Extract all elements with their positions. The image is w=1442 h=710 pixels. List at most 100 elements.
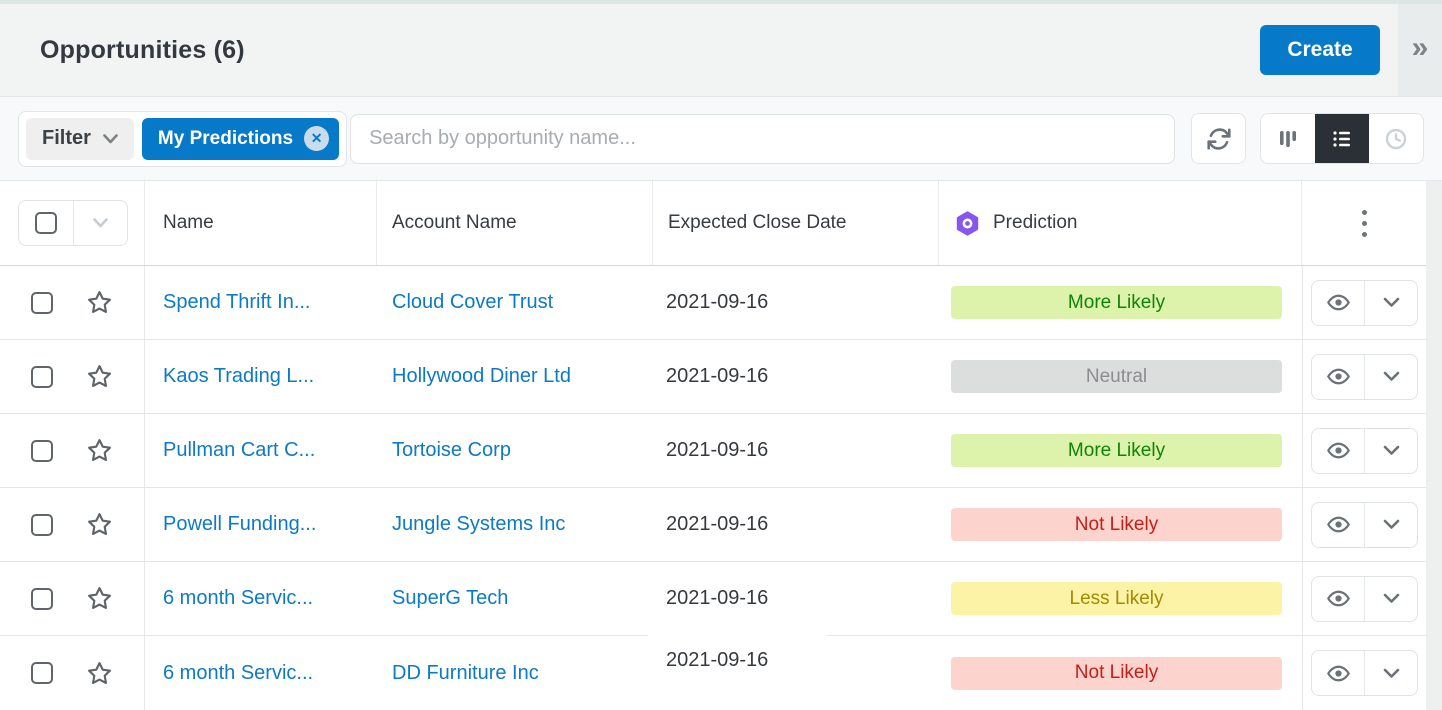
row-checkbox[interactable] xyxy=(31,291,53,314)
opportunity-name-link[interactable]: 6 month Servic... xyxy=(163,661,314,684)
row-checkbox[interactable] xyxy=(31,513,53,536)
prediction-badge: More Likely xyxy=(951,434,1282,467)
prediction-cell: Neutral xyxy=(939,360,1302,393)
account-name-link[interactable]: Cloud Cover Trust xyxy=(392,291,554,313)
opportunity-name-link[interactable]: 6 month Servic... xyxy=(163,587,314,609)
table-header-row: Name Account Name Expected Close Date Pr… xyxy=(0,181,1426,266)
opportunity-name-cell: 6 month Servic... xyxy=(145,662,377,685)
table-row: Kaos Trading L... Hollywood Diner Ltd 20… xyxy=(0,340,1426,414)
column-header-expected-close-date[interactable]: Expected Close Date xyxy=(653,181,939,265)
account-name-cell: Cloud Cover Trust xyxy=(377,291,653,314)
list-view-icon xyxy=(1333,130,1350,147)
close-date-value: 2021-09-16 xyxy=(666,513,769,535)
eye-icon xyxy=(1326,294,1350,311)
row-actions-cell xyxy=(1302,636,1426,710)
close-date-box: 2021-09-16 xyxy=(666,439,768,462)
star-icon[interactable] xyxy=(86,437,113,464)
close-date-value: 2021-09-16 xyxy=(666,365,769,387)
close-date-box: 2021-09-16 xyxy=(666,291,768,314)
row-dropdown-button[interactable] xyxy=(1365,429,1417,473)
select-all-cell xyxy=(0,181,145,265)
star-icon[interactable] xyxy=(86,511,113,538)
eye-icon xyxy=(1326,665,1350,681)
account-name-link[interactable]: Hollywood Diner Ltd xyxy=(392,365,571,387)
eye-icon xyxy=(1326,516,1350,533)
top-accent-strip xyxy=(0,0,1442,4)
preview-button[interactable] xyxy=(1312,651,1365,695)
prediction-cell: More Likely xyxy=(939,286,1302,319)
table-body: Spend Thrift In... Cloud Cover Trust 202… xyxy=(0,266,1426,710)
row-select-cell xyxy=(0,266,145,339)
opportunity-name-link[interactable]: Pullman Cart C... xyxy=(163,439,316,461)
column-header-prediction[interactable]: Prediction xyxy=(939,181,1302,265)
preview-button[interactable] xyxy=(1312,428,1365,473)
account-name-link[interactable]: SuperG Tech xyxy=(392,587,509,609)
close-date-cell: 2021-09-16 xyxy=(653,488,939,561)
account-name-cell: Tortoise Corp xyxy=(377,439,653,462)
account-name-link[interactable]: DD Furniture Inc xyxy=(392,661,539,684)
row-checkbox[interactable] xyxy=(31,439,53,462)
account-name-link[interactable]: Jungle Systems Inc xyxy=(392,513,566,535)
eye-icon xyxy=(1326,368,1350,385)
row-checkbox[interactable] xyxy=(31,662,53,684)
star-icon[interactable] xyxy=(86,289,113,316)
row-checkbox[interactable] xyxy=(31,365,53,388)
close-date-value: 2021-09-16 xyxy=(666,648,769,671)
account-name-link[interactable]: Tortoise Corp xyxy=(392,439,511,461)
row-action-group xyxy=(1311,501,1418,548)
row-dropdown-button[interactable] xyxy=(1365,281,1417,325)
account-name-cell: SuperG Tech xyxy=(377,587,653,610)
pipeline-view-button[interactable] xyxy=(1261,114,1315,163)
row-dropdown-button[interactable] xyxy=(1365,651,1417,695)
column-settings-icon[interactable] xyxy=(1356,204,1373,243)
opportunities-table: Name Account Name Expected Close Date Pr… xyxy=(0,181,1426,710)
row-actions-cell xyxy=(1302,414,1426,487)
close-date-value: 2021-09-16 xyxy=(666,291,769,313)
opportunity-name-cell: 6 month Servic... xyxy=(145,587,377,610)
row-dropdown-button[interactable] xyxy=(1365,355,1417,399)
search-input[interactable] xyxy=(350,113,1175,164)
select-all-checkbox[interactable] xyxy=(34,212,57,234)
row-select-cell xyxy=(0,414,145,487)
opportunity-name-cell: Kaos Trading L... xyxy=(145,365,377,388)
preview-button[interactable] xyxy=(1312,280,1365,325)
column-header-name[interactable]: Name xyxy=(145,181,377,265)
row-dropdown-button[interactable] xyxy=(1365,577,1417,621)
chevron-down-icon xyxy=(92,218,108,228)
select-all-checkbox-segment[interactable] xyxy=(19,201,74,245)
opportunity-name-link[interactable]: Kaos Trading L... xyxy=(163,365,315,387)
row-action-group xyxy=(1311,650,1418,696)
refresh-button[interactable] xyxy=(1191,113,1246,164)
pipeline-view-icon xyxy=(1280,130,1296,147)
star-icon[interactable] xyxy=(86,363,113,390)
list-view-button[interactable] xyxy=(1315,114,1369,163)
create-button[interactable]: Create xyxy=(1260,25,1380,75)
filter-toolbar: Filter My Predictions ✕ xyxy=(0,97,1442,181)
chevron-down-icon xyxy=(1383,445,1399,455)
chevron-down-icon xyxy=(1383,519,1399,529)
close-date-box: 2021-09-16 xyxy=(666,587,768,610)
active-filter-pill[interactable]: My Predictions ✕ xyxy=(141,117,340,160)
table-row: 6 month Servic... SuperG Tech 2021-09-16… xyxy=(0,562,1426,636)
preview-button[interactable] xyxy=(1312,502,1365,547)
remove-filter-icon[interactable]: ✕ xyxy=(304,126,330,151)
row-action-group xyxy=(1311,575,1418,622)
row-checkbox[interactable] xyxy=(31,587,53,610)
column-settings-cell xyxy=(1302,181,1426,265)
activity-timeline-button[interactable] xyxy=(1369,114,1423,163)
select-all-dropdown[interactable] xyxy=(74,201,128,245)
preview-button[interactable] xyxy=(1312,354,1365,399)
column-header-account-name[interactable]: Account Name xyxy=(377,181,653,265)
star-icon[interactable] xyxy=(86,585,113,612)
row-actions-cell xyxy=(1302,488,1426,561)
row-action-group xyxy=(1311,353,1418,400)
expand-panel-icon[interactable]: » xyxy=(1411,31,1429,64)
opportunity-name-link[interactable]: Spend Thrift In... xyxy=(163,291,311,313)
opportunity-name-link[interactable]: Powell Funding... xyxy=(163,513,317,535)
row-dropdown-button[interactable] xyxy=(1365,503,1417,547)
table-row: Spend Thrift In... Cloud Cover Trust 202… xyxy=(0,266,1426,340)
filter-dropdown-button[interactable]: Filter xyxy=(26,117,134,160)
table-row: Pullman Cart C... Tortoise Corp 2021-09-… xyxy=(0,414,1426,488)
star-icon[interactable] xyxy=(86,660,113,687)
preview-button[interactable] xyxy=(1312,576,1365,621)
